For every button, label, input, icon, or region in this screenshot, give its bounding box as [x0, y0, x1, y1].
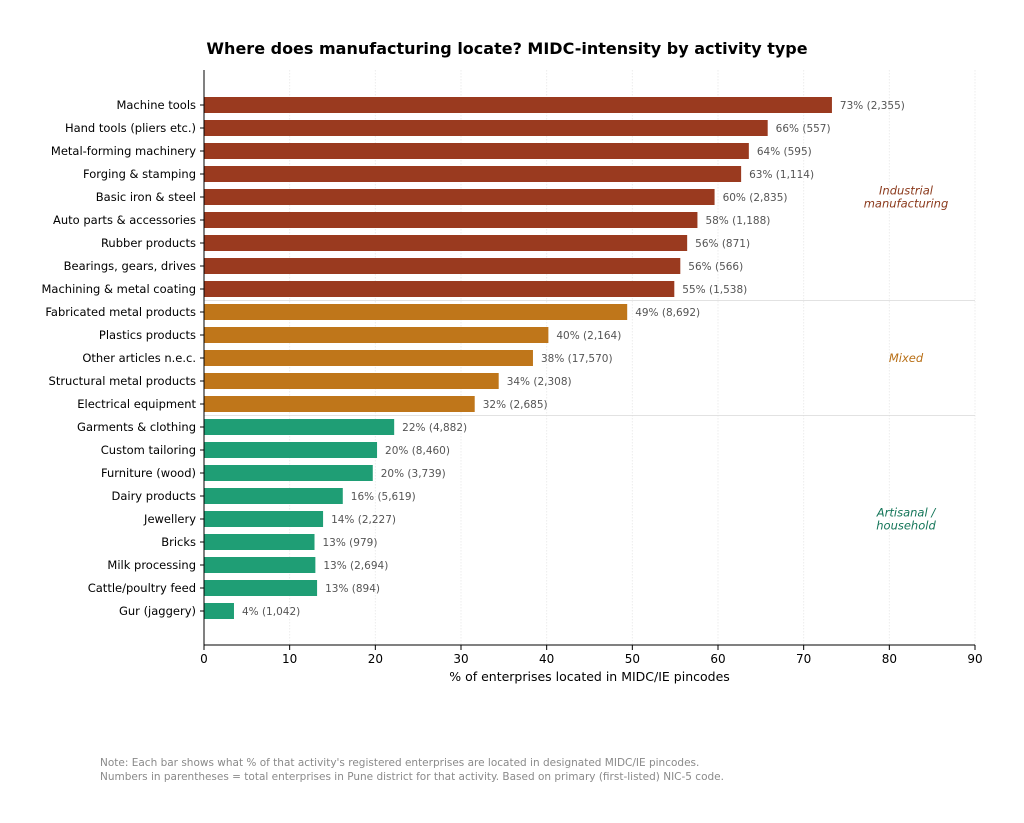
value-label: 49% (8,692) — [635, 307, 700, 319]
value-label: 16% (5,619) — [351, 491, 416, 503]
category-labels: Machine tools Hand tools (pliers etc.) Met… — [41, 98, 196, 618]
value-label: 14% (2,227) — [331, 514, 396, 526]
category-label: Auto parts & accessories — [53, 213, 196, 227]
category-label: Basic iron & steel — [96, 190, 196, 204]
footnote: Note: Each bar shows what % of that acti… — [100, 756, 980, 784]
category-label: Electrical equipment — [77, 397, 196, 411]
bar — [204, 212, 698, 228]
category-label: Other articles n.e.c. — [82, 351, 196, 365]
category-label: Bricks — [161, 535, 196, 549]
chart-title: Where does manufacturing locate? MIDC-in… — [206, 39, 807, 58]
bar — [204, 235, 688, 251]
value-label: 63% (1,114) — [749, 169, 814, 181]
value-label: 13% (979) — [323, 537, 378, 549]
bar — [204, 488, 343, 504]
group-labels: Industrial manufacturing Mixed Artisanal / h… — [864, 184, 949, 533]
category-label: Garments & clothing — [77, 420, 196, 434]
x-tick-label: 80 — [882, 652, 897, 666]
bar — [204, 143, 749, 159]
bar — [204, 304, 628, 320]
bar — [204, 534, 315, 550]
value-label: 55% (1,538) — [682, 284, 747, 296]
group-label: Industrial manufacturing — [864, 184, 949, 211]
axes: 0 10 20 30 40 50 60 70 80 90 — [200, 70, 983, 666]
x-axis-title: % of enterprises located in MIDC/IE pinc… — [449, 669, 730, 684]
x-tick-label: 40 — [539, 652, 554, 666]
bar — [204, 281, 675, 297]
bar — [204, 327, 549, 343]
value-label: 56% (566) — [688, 261, 743, 273]
category-label: Structural metal products — [49, 374, 196, 388]
bar — [204, 557, 316, 573]
bar — [204, 258, 681, 274]
value-label: 34% (2,308) — [507, 376, 572, 388]
bar — [204, 419, 395, 435]
category-label: Gur (jaggery) — [119, 604, 196, 618]
value-label: 58% (1,188) — [705, 215, 770, 227]
value-label: 66% (557) — [776, 123, 831, 135]
x-tick-label: 60 — [710, 652, 725, 666]
category-label: Forging & stamping — [83, 167, 196, 181]
x-tick-label: 70 — [796, 652, 811, 666]
value-label: 40% (2,164) — [556, 330, 621, 342]
value-label: 22% (4,882) — [402, 422, 467, 434]
value-label: 13% (894) — [325, 583, 380, 595]
bar — [204, 166, 742, 182]
footnote-line-2: Numbers in parentheses = total enterpris… — [100, 771, 724, 783]
category-label: Fabricated metal products — [45, 305, 196, 319]
group-separators — [204, 300, 975, 416]
value-label: 20% (8,460) — [385, 445, 450, 457]
bar — [204, 373, 499, 389]
category-label: Jewellery — [143, 512, 196, 526]
bars — [204, 97, 832, 619]
bar — [204, 97, 832, 113]
category-label: Custom tailoring — [101, 443, 196, 457]
value-label: 4% (1,042) — [242, 606, 300, 618]
value-label: 32% (2,685) — [483, 399, 548, 411]
value-label: 60% (2,835) — [723, 192, 788, 204]
bar — [204, 580, 318, 596]
x-tick-label: 30 — [453, 652, 468, 666]
category-label: Dairy products — [111, 489, 196, 503]
category-label: Rubber products — [101, 236, 196, 250]
bar — [204, 465, 373, 481]
category-label: Milk processing — [107, 558, 196, 572]
category-label: Bearings, gears, drives — [64, 259, 196, 273]
value-label: 38% (17,570) — [541, 353, 613, 365]
x-tick-label: 90 — [967, 652, 982, 666]
bar — [204, 442, 378, 458]
value-label: 56% (871) — [695, 238, 750, 250]
value-labels: 73% (2,355) 66% (557) 64% (595) 63% (1,114)… — [242, 100, 905, 618]
group-label: Mixed — [889, 351, 924, 365]
category-label: Metal-forming machinery — [51, 144, 196, 158]
value-label: 13% (2,694) — [323, 560, 388, 572]
bar — [204, 396, 475, 412]
value-label: 73% (2,355) — [840, 100, 905, 112]
bar — [204, 120, 768, 136]
bar — [204, 189, 715, 205]
x-tick-label: 0 — [200, 652, 208, 666]
category-label: Machine tools — [116, 98, 196, 112]
category-label: Cattle/poultry feed — [88, 581, 196, 595]
x-tick-label: 10 — [282, 652, 297, 666]
x-tick-label: 20 — [368, 652, 383, 666]
bar — [204, 511, 324, 527]
x-tick-label: 50 — [625, 652, 640, 666]
category-label: Machining & metal coating — [41, 282, 196, 296]
category-label: Furniture (wood) — [101, 466, 196, 480]
bar — [204, 350, 533, 366]
group-label: Artisanal / household — [876, 506, 937, 533]
footnote-line-1: Note: Each bar shows what % of that acti… — [100, 757, 700, 769]
category-label: Plastics products — [99, 328, 196, 342]
value-label: 20% (3,739) — [381, 468, 446, 480]
value-label: 64% (595) — [757, 146, 812, 158]
bar — [204, 603, 234, 619]
category-label: Hand tools (pliers etc.) — [65, 121, 196, 135]
